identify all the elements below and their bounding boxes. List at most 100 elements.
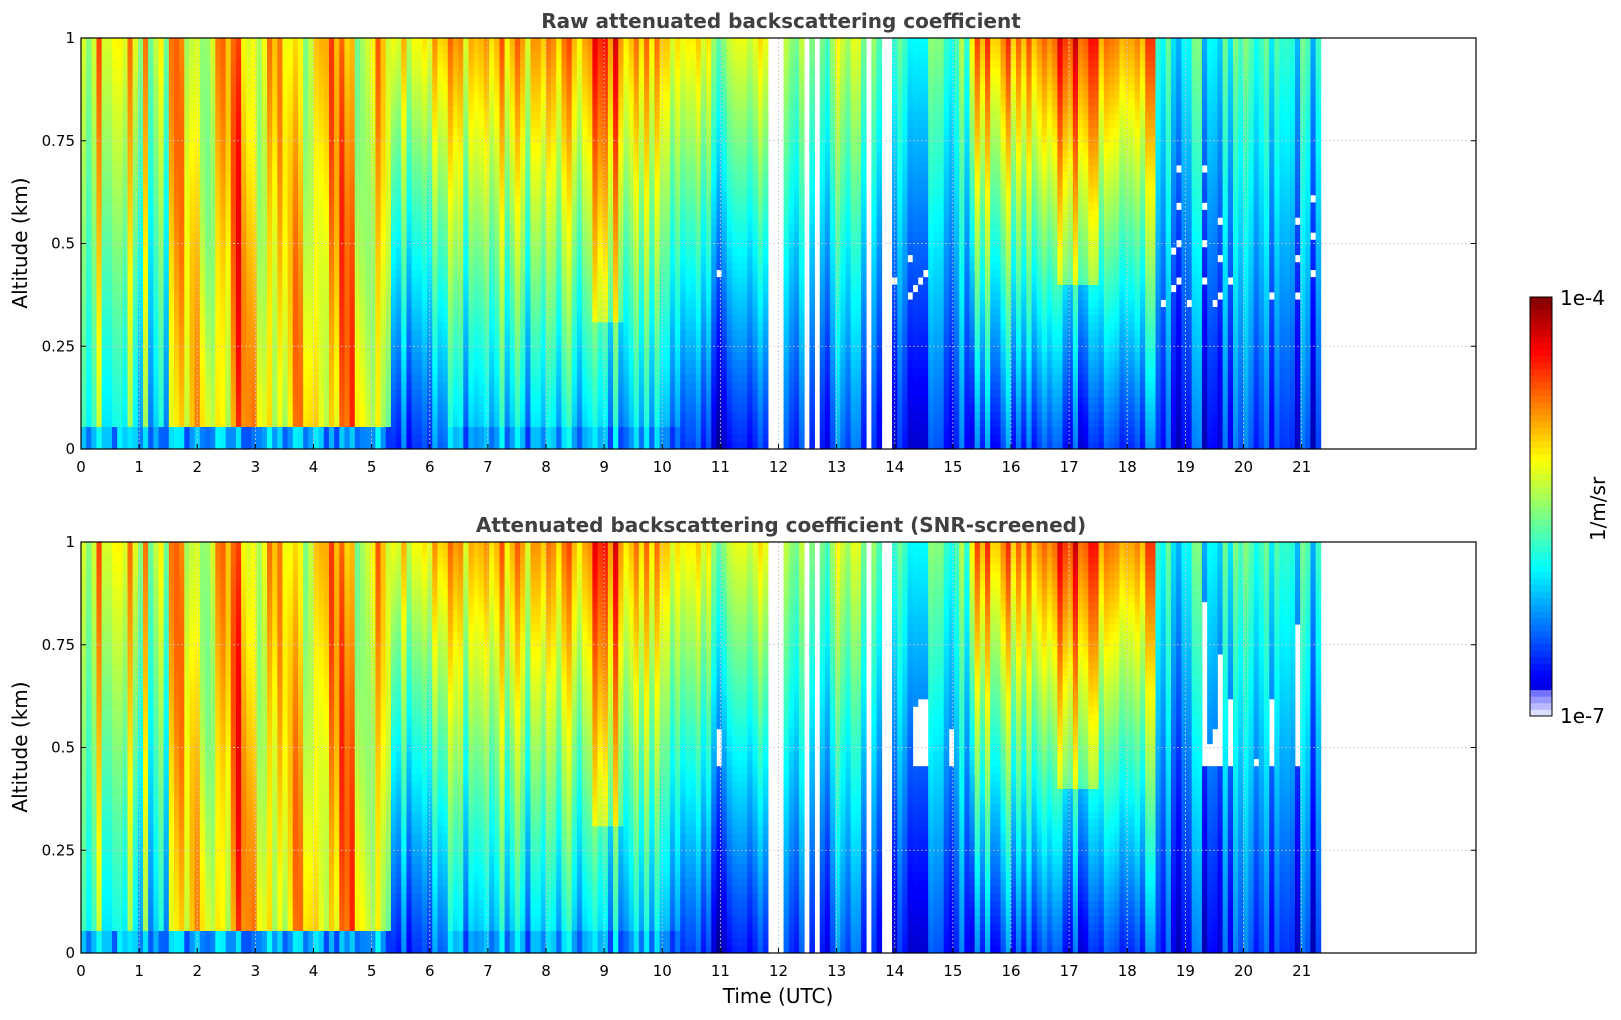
heatmap-cell (122, 225, 128, 233)
heatmap-cell (184, 322, 190, 330)
heatmap-cell (200, 382, 206, 390)
heatmap-cell (220, 367, 226, 375)
heatmap-cell (164, 53, 170, 61)
heatmap-cell (153, 113, 159, 121)
heatmap-cell (91, 255, 97, 263)
heatmap-cell (138, 337, 144, 345)
heatmap-cell (164, 150, 170, 158)
heatmap-cell (86, 143, 92, 151)
heatmap-cell (205, 344, 211, 352)
heatmap-cell (158, 374, 164, 382)
heatmap-cell (200, 68, 206, 76)
heatmap-cell (205, 45, 211, 53)
heatmap-cell (215, 195, 221, 203)
heatmap-cell (164, 98, 170, 106)
heatmap-cell (179, 382, 185, 390)
heatmap-cell (117, 187, 123, 195)
heatmap-cell (86, 307, 92, 315)
heatmap-cell (122, 359, 128, 367)
heatmap-cell (117, 225, 123, 233)
heatmap-cell (97, 382, 103, 390)
heatmap-cell (236, 173, 242, 181)
heatmap-cell (81, 300, 87, 308)
heatmap-cell (164, 397, 170, 405)
heatmap-cell (220, 442, 226, 450)
heatmap-cell (174, 210, 180, 218)
heatmap-cell (189, 45, 195, 53)
heatmap-cell (117, 45, 123, 53)
heatmap-cell (133, 173, 139, 181)
heatmap-cell (86, 412, 92, 420)
heatmap-cell (143, 75, 149, 83)
heatmap-cell (220, 165, 226, 173)
heatmap-cell (127, 277, 133, 285)
heatmap-cell (215, 98, 221, 106)
heatmap-cell (174, 329, 180, 337)
heatmap-cell (189, 98, 195, 106)
heatmap-cell (179, 45, 185, 53)
heatmap-cell (91, 322, 97, 330)
heatmap-cell (220, 158, 226, 166)
heatmap-cell (246, 120, 252, 128)
heatmap-cell (122, 397, 128, 405)
heatmap-cell (215, 217, 221, 225)
heatmap-cell (148, 352, 154, 360)
heatmap-cell (158, 307, 164, 315)
heatmap-cell (189, 337, 195, 345)
heatmap-cell (153, 217, 159, 225)
heatmap-cell (241, 285, 247, 293)
heatmap-cell (179, 98, 185, 106)
heatmap-cell (138, 173, 144, 181)
heatmap-cell (112, 404, 118, 412)
heatmap-cell (102, 427, 108, 435)
heatmap-cell (127, 344, 133, 352)
figure: Raw attenuated backscattering coefficien… (0, 0, 1621, 1020)
heatmap-cell (153, 300, 159, 308)
heatmap-cell (102, 397, 108, 405)
heatmap-cell (246, 404, 252, 412)
heatmap-cell (153, 397, 159, 405)
heatmap-cell (122, 314, 128, 322)
heatmap-cell (215, 255, 221, 263)
heatmap-cell (184, 173, 190, 181)
heatmap-cell (117, 75, 123, 83)
heatmap-cell (169, 38, 175, 46)
heatmap-cell (138, 195, 144, 203)
heatmap-cell (127, 255, 133, 263)
heatmap-cell (153, 329, 159, 337)
heatmap-cell (127, 210, 133, 218)
heatmap-cell (205, 329, 211, 337)
heatmap-cell (164, 90, 170, 98)
heatmap-cell (169, 262, 175, 270)
heatmap-cell (189, 359, 195, 367)
heatmap-cell (158, 419, 164, 427)
heatmap-cell (158, 173, 164, 181)
heatmap-cell (153, 359, 159, 367)
heatmap-cell (143, 255, 149, 263)
heatmap-cell (107, 442, 113, 450)
heatmap-cell (246, 232, 252, 240)
heatmap-cell (174, 45, 180, 53)
heatmap-cell (174, 195, 180, 203)
heatmap-cell (143, 120, 149, 128)
heatmap-cell (158, 83, 164, 91)
heatmap-cell (169, 180, 175, 188)
heatmap-cell (189, 404, 195, 412)
heatmap-cell (236, 322, 242, 330)
heatmap-cell (241, 187, 247, 195)
heatmap-cell (97, 120, 103, 128)
heatmap-cell (231, 217, 237, 225)
heatmap-cell (189, 217, 195, 225)
heatmap-cell (81, 442, 87, 450)
heatmap-cell (91, 210, 97, 218)
heatmap-cell (205, 427, 211, 435)
heatmap-cell (117, 374, 123, 382)
heatmap-cell (210, 128, 216, 136)
heatmap-cell (241, 427, 247, 435)
heatmap-cell (117, 442, 123, 450)
heatmap-cell (184, 389, 190, 397)
heatmap-cell (91, 434, 97, 442)
heatmap-cell (179, 113, 185, 121)
heatmap-cell (184, 120, 190, 128)
heatmap-cell (226, 60, 232, 68)
